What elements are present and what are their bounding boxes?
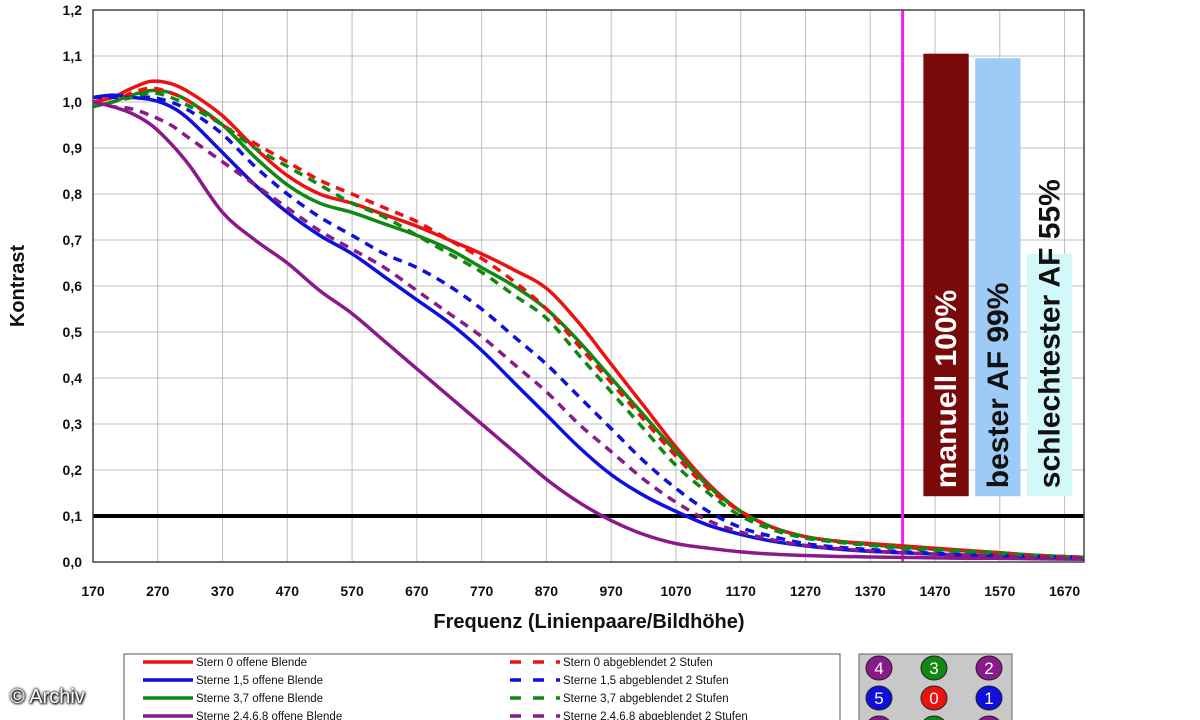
x-tick-label: 1170	[726, 583, 757, 599]
y-tick-label: 1,2	[63, 2, 83, 18]
x-tick-label: 1470	[919, 583, 950, 599]
y-tick-label: 0,0	[63, 554, 83, 570]
y-tick-label: 1,1	[63, 48, 83, 64]
y-tick-label: 0,2	[63, 462, 83, 478]
x-tick-label: 270	[146, 583, 170, 599]
series-line-7	[92, 100, 1085, 561]
x-tick-label: 1270	[790, 583, 821, 599]
x-tick-label: 1570	[984, 583, 1015, 599]
star-dot-6	[868, 715, 890, 720]
bar-label-1: bester AF 99%	[982, 283, 1015, 489]
star-dot-3	[865, 685, 893, 711]
star-dot-5	[975, 685, 1003, 711]
x-tick-label: 1670	[1049, 583, 1080, 599]
bar-2	[1027, 253, 1073, 497]
star-dot-1	[920, 655, 948, 681]
star-dot-label-4: 0	[929, 689, 938, 708]
watermark-text: © Archiv	[10, 686, 85, 708]
y-axis-title: Kontrast	[7, 245, 29, 328]
series-line-5	[92, 95, 1085, 560]
legend-label-7: Sterne 2,4,6,8 abgeblendet 2 Stufen	[563, 711, 748, 720]
series-group	[92, 79, 1085, 561]
x-tick-label: 1070	[660, 583, 691, 599]
star-dot-label-1: 3	[929, 659, 938, 678]
x-tick-label: 670	[405, 583, 429, 599]
bar-label-2: schlechtester AF 55%	[1034, 179, 1067, 488]
legend-label-1: Sterne 1,5 offene Blende	[196, 675, 323, 687]
legend: Stern 0 offene Blende Sterne 1,5 offene B…	[123, 653, 841, 720]
y-tick-label: 0,5	[63, 324, 83, 340]
y-tick-label: 0,6	[63, 278, 83, 294]
star-position-grid: 4 3 2 5 0 1	[858, 653, 1013, 720]
bar-1	[975, 58, 1021, 497]
star-dot-7	[923, 715, 945, 720]
legend-label-0: Stern 0 offene Blende	[196, 657, 307, 669]
star-dot-label-3: 5	[874, 689, 883, 708]
series-line-4	[92, 86, 1085, 560]
star-dot-label-0: 4	[874, 659, 883, 678]
star-dot-2	[975, 655, 1003, 681]
x-tick-label: 370	[211, 583, 235, 599]
star-dot-4	[920, 685, 948, 711]
bar-label-0: manuell 100%	[930, 290, 963, 488]
legend-label-5: Sterne 1,5 abgeblendet 2 Stufen	[563, 675, 729, 687]
x-tick-label: 970	[599, 583, 623, 599]
y-tick-label: 0,1	[63, 508, 83, 524]
legend-label-6: Sterne 3,7 abgeblendet 2 Stufen	[563, 693, 729, 705]
threshold-group	[93, 10, 1084, 562]
tick-labels: 170 270 370 470 570 670 770 870 970 1070 1170 1270 1…	[63, 2, 1081, 599]
x-axis-title: Frequenz (Linienpaare/Bildhöhe)	[433, 611, 744, 633]
x-tick-label: 770	[470, 583, 494, 599]
star-dot-0	[865, 655, 893, 681]
star-dot-label-5: 1	[984, 689, 993, 708]
y-tick-label: 1,0	[63, 94, 83, 110]
axes-group	[92, 9, 1085, 563]
x-tick-label: 870	[535, 583, 559, 599]
star-dot-label-2: 2	[984, 659, 993, 678]
y-tick-label: 0,8	[63, 186, 83, 202]
plot-frame	[92, 9, 1085, 563]
legend-box	[123, 653, 841, 720]
y-tick-label: 0,9	[63, 140, 83, 156]
legend-label-4: Stern 0 abgeblendet 2 Stufen	[563, 657, 713, 669]
y-tick-label: 0,3	[63, 416, 83, 432]
bar-group: manuell 100% bester AF 99% schlechtester A…	[923, 53, 1073, 497]
legend-label-3: Sterne 2,4,6,8 offene Blende	[196, 711, 342, 720]
series-line-3	[92, 100, 1085, 561]
star-dot-8	[978, 715, 1000, 720]
x-tick-label: 170	[81, 583, 105, 599]
bar-0	[923, 53, 969, 497]
legend-label-2: Sterne 3,7 offene Blende	[196, 693, 323, 705]
series-line-6	[92, 91, 1085, 560]
x-tick-label: 1370	[855, 583, 886, 599]
x-tick-label: 470	[276, 583, 300, 599]
y-tick-label: 0,4	[63, 370, 83, 386]
y-tick-label: 0,7	[63, 232, 83, 248]
x-tick-label: 570	[340, 583, 364, 599]
